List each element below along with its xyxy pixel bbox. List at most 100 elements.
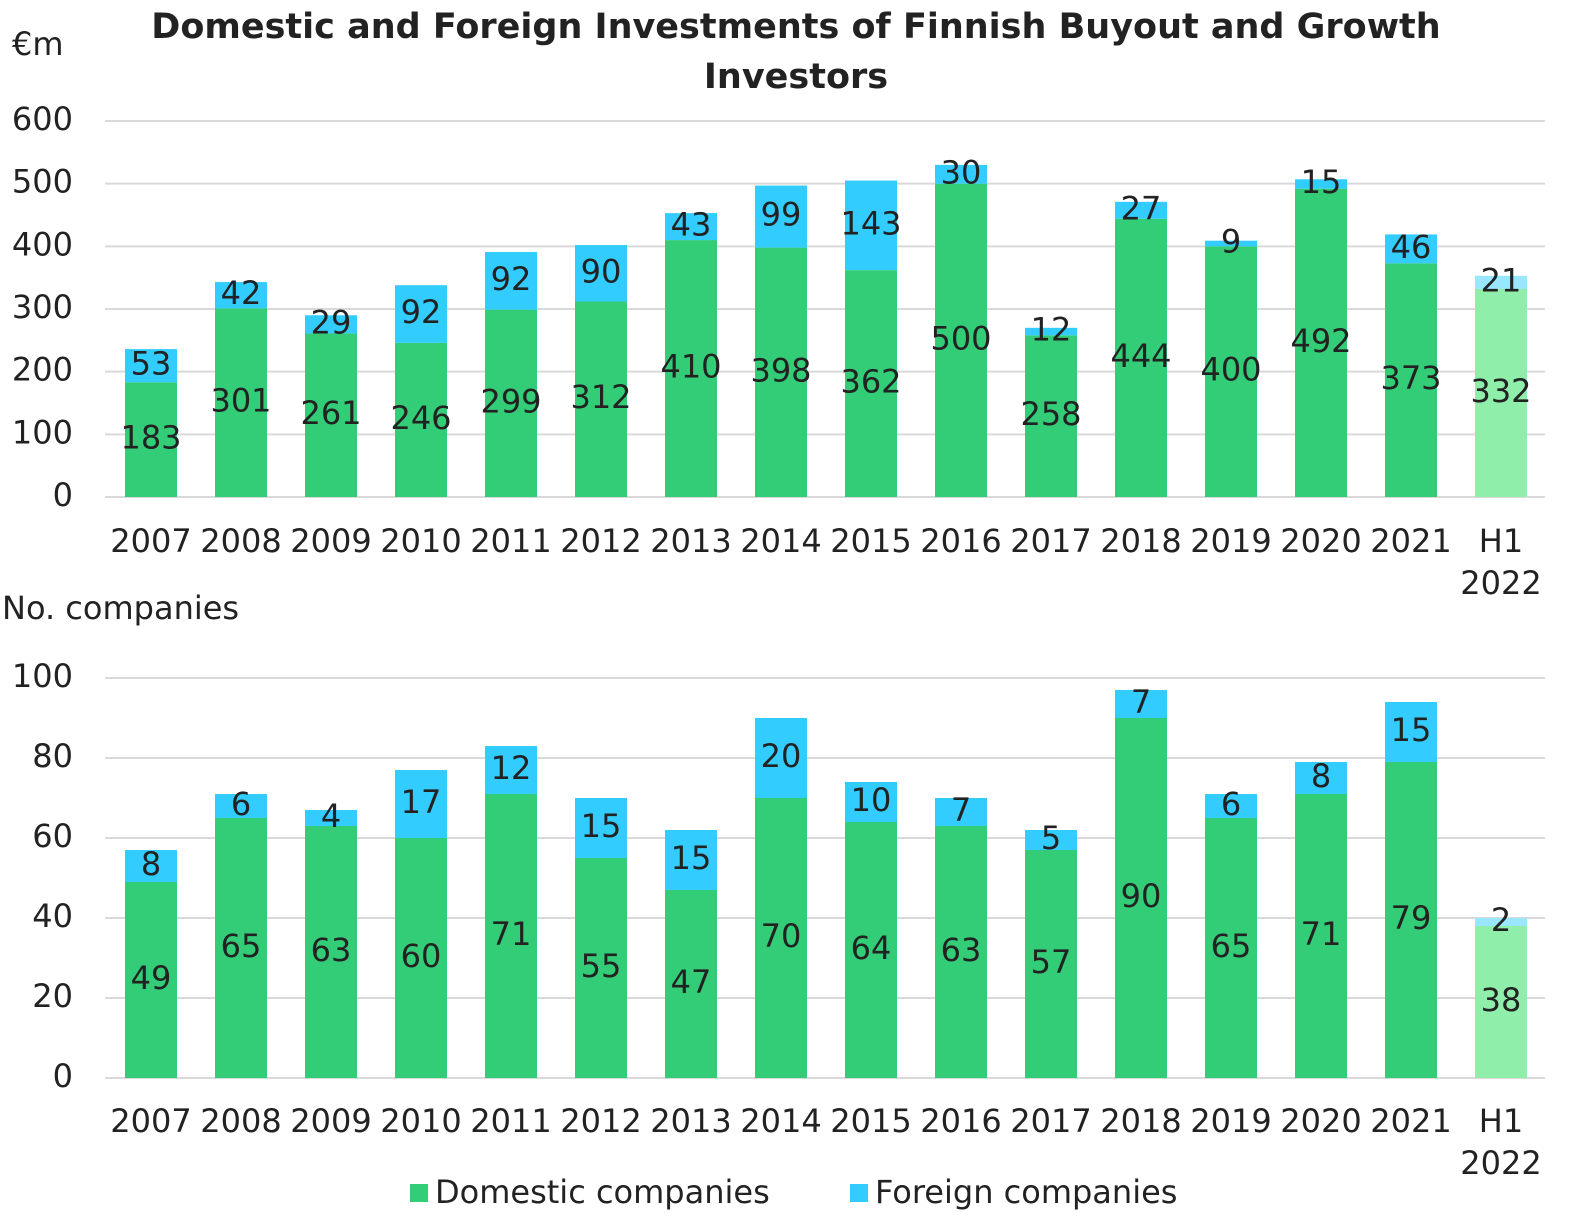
data-label: 4 — [321, 797, 341, 835]
bar-segment — [485, 251, 537, 310]
data-label: 258 — [1020, 395, 1081, 433]
bar-segment — [755, 185, 807, 248]
bar-segment — [125, 882, 177, 1078]
data-label: 444 — [1110, 337, 1171, 375]
data-label: 53 — [131, 345, 172, 383]
data-label: 332 — [1470, 372, 1531, 410]
chart-title: Domestic and Foreign Investments of Finn… — [151, 7, 1440, 97]
x-tick-label: 2010 — [380, 1102, 461, 1140]
data-label: 65 — [1211, 927, 1252, 965]
data-label: 55 — [581, 947, 622, 985]
bar-segment — [935, 826, 987, 1078]
data-label: 63 — [941, 931, 982, 969]
x-tick-label: 2017 — [1010, 522, 1091, 560]
data-label: 8 — [141, 845, 161, 883]
data-label: 5 — [1041, 819, 1061, 857]
data-label: 71 — [1301, 915, 1342, 953]
bar-segment — [665, 240, 717, 498]
y-tick-label: 300 — [12, 288, 73, 326]
bar-segment — [935, 798, 987, 826]
data-label: 63 — [311, 931, 352, 969]
bar-segment — [575, 798, 627, 858]
data-label: 362 — [840, 363, 901, 401]
data-label: 143 — [840, 204, 901, 242]
bar-segment — [665, 830, 717, 890]
x-tick-label: 2016 — [920, 522, 1001, 560]
y-tick-label: 100 — [12, 657, 73, 695]
data-label: 500 — [930, 319, 991, 357]
bar-segment — [1025, 830, 1077, 850]
x-tick-label: 2009 — [290, 522, 371, 560]
x-tick-label: 2017 — [1010, 1102, 1091, 1140]
data-label: 10 — [851, 781, 892, 819]
bar-segment — [305, 333, 357, 497]
bar-segment — [935, 164, 987, 184]
x-tick-label: 2018 — [1100, 522, 1181, 560]
bar-segment — [1385, 702, 1437, 762]
x-tick-label: 2007 — [110, 1102, 191, 1140]
data-label: 7 — [1131, 683, 1151, 721]
legend-label: Domestic companies — [435, 1173, 770, 1211]
legend-swatch — [850, 1184, 868, 1202]
data-label: 27 — [1121, 189, 1162, 227]
bar-segment — [485, 794, 537, 1078]
data-label: 183 — [120, 419, 181, 457]
data-label: 47 — [671, 963, 712, 1001]
data-label: 15 — [1391, 711, 1432, 749]
data-label: 261 — [300, 394, 361, 432]
bar-segment — [935, 183, 987, 497]
x-tick-label: 2014 — [740, 522, 821, 560]
data-label: 17 — [401, 783, 442, 821]
bar-segment — [395, 285, 447, 343]
data-label: 400 — [1200, 351, 1261, 389]
x-tick-label: 2019 — [1190, 522, 1271, 560]
y-tick-label: 500 — [12, 163, 73, 201]
x-tick-label: 2019 — [1190, 1102, 1271, 1140]
bar-segment — [665, 890, 717, 1078]
data-label: 6 — [231, 785, 251, 823]
bar-segment — [845, 180, 897, 271]
y-tick-label: 20 — [32, 977, 73, 1015]
data-label: 70 — [761, 917, 802, 955]
bar-segment — [575, 858, 627, 1078]
data-label: 64 — [851, 929, 892, 967]
bar-segment — [1025, 335, 1077, 497]
x-tick-label: 2011 — [470, 522, 551, 560]
data-label: 373 — [1380, 359, 1441, 397]
x-tick-label: 2016 — [920, 1102, 1001, 1140]
bar-segment — [125, 382, 177, 497]
data-label: 20 — [761, 737, 802, 775]
x-tick-label: 2020 — [1280, 522, 1361, 560]
data-label: 99 — [761, 196, 802, 234]
bar-segment — [845, 782, 897, 822]
x-tick-label: 2007 — [110, 522, 191, 560]
y-tick-label: 0 — [53, 1057, 73, 1095]
data-label: 42 — [221, 274, 262, 312]
x-tick-label: 2014 — [740, 1102, 821, 1140]
x-tick-label: 2008 — [200, 522, 281, 560]
x-tick-label: H1 2022 — [1460, 522, 1541, 602]
data-label: 49 — [131, 959, 172, 997]
y-tick-label: 60 — [32, 817, 73, 855]
bar-segment — [1385, 234, 1437, 264]
bar-segment — [215, 818, 267, 1078]
data-label: 29 — [311, 303, 352, 341]
bar-segment — [305, 826, 357, 1078]
bar-segment — [1475, 918, 1527, 926]
data-label: 15 — [581, 807, 622, 845]
bar-segment — [125, 850, 177, 882]
bar-segment — [845, 822, 897, 1078]
bar-segment — [1295, 794, 1347, 1078]
data-label: 12 — [1031, 311, 1072, 349]
x-tick-label: H1 2022 — [1460, 1102, 1541, 1182]
data-label: 43 — [671, 206, 712, 244]
data-label: 6 — [1221, 785, 1241, 823]
data-label: 7 — [951, 791, 971, 829]
data-label: 8 — [1311, 757, 1331, 795]
y-tick-label: 100 — [12, 413, 73, 451]
legend-label: Foreign companies — [875, 1173, 1177, 1211]
bar-segment — [125, 349, 177, 383]
bar-segment — [1025, 850, 1077, 1078]
data-label: 57 — [1031, 943, 1072, 981]
